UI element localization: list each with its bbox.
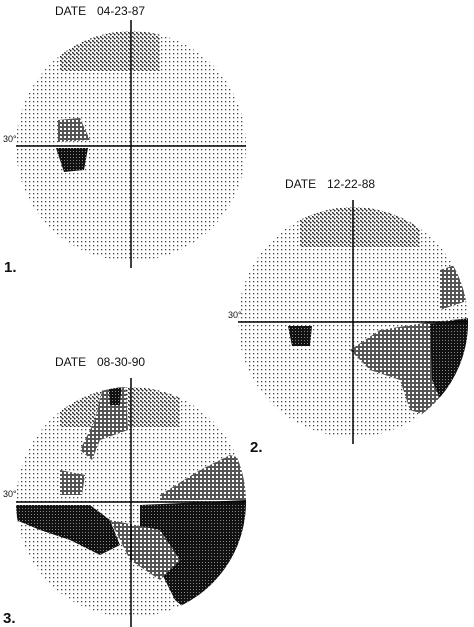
date: 12-22-88 [327,177,375,191]
axis-label: 30° [228,310,242,320]
panel-number: 1. [4,259,17,276]
date-label: DATE [55,4,86,18]
date-label: DATE [285,177,316,191]
panel-number: 3. [3,610,16,627]
date: 08-30-90 [97,355,145,369]
panel-number: 2. [250,439,263,456]
axis-label: 30° [3,489,17,499]
date-label: DATE [55,355,86,369]
axis-label: 30° [3,134,17,144]
field-2: DATE 12-22-88 2. 30° [228,177,468,456]
field-1: DATE 04-23-87 1. 30° [3,4,246,276]
date: 04-23-87 [97,4,145,18]
field-3: DATE 08-30-90 3. 30° [3,355,246,627]
